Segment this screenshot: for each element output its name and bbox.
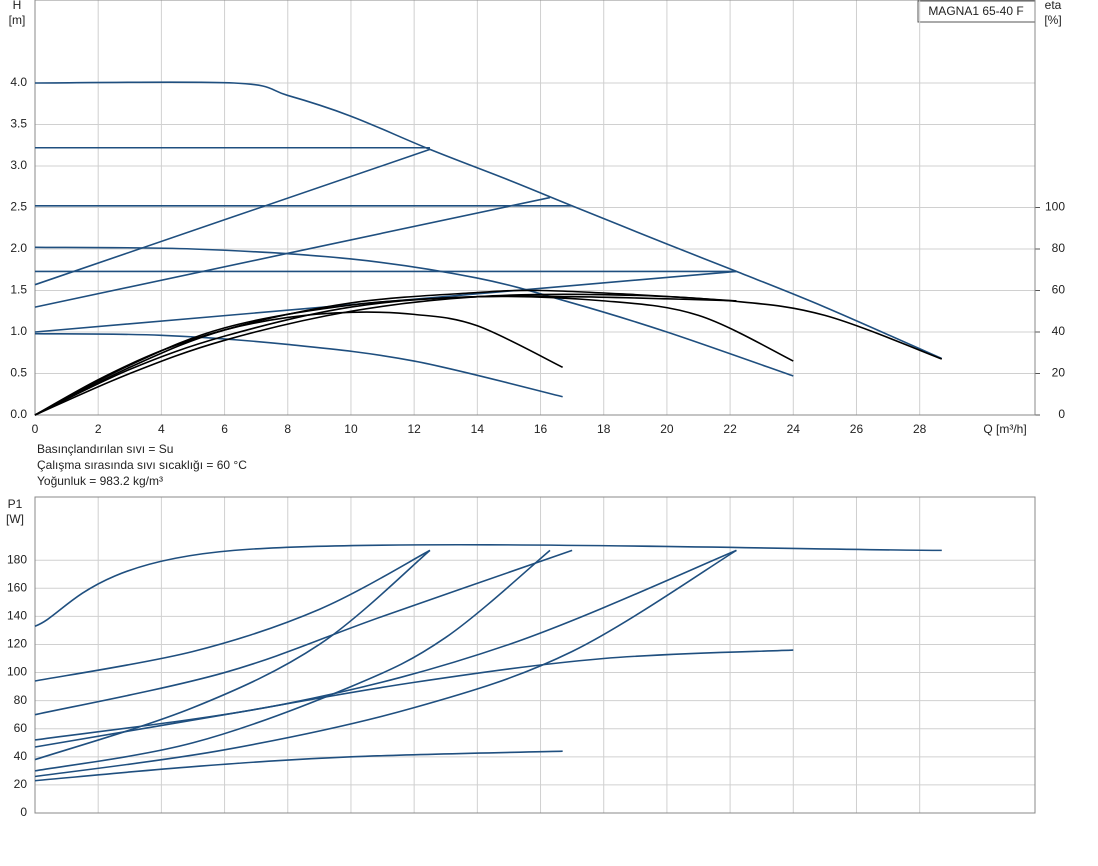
curve: [34, 81, 943, 360]
annotation: Çalışma sırasında sıvı sıcaklığı = 60 °C: [37, 458, 247, 472]
y-axis-unit: [m]: [9, 13, 26, 27]
curve: [34, 148, 431, 286]
y-tick-label: 180: [7, 552, 27, 566]
x-tick-label: 4: [158, 422, 165, 436]
y2-axis-unit: [%]: [1044, 13, 1061, 27]
y-axis-unit: [W]: [6, 512, 24, 526]
y-axis-label: H: [13, 0, 22, 12]
x-tick-label: 8: [284, 422, 291, 436]
y2-tick-label: 100: [1045, 200, 1065, 214]
y-tick-label: 160: [7, 580, 27, 594]
y-tick-label: 20: [14, 777, 28, 791]
x-tick-label: 16: [534, 422, 548, 436]
y2-tick-label: 0: [1058, 407, 1065, 421]
curve: [34, 549, 737, 741]
chart-title: MAGNA1 65-40 F: [928, 4, 1023, 18]
x-tick-label: 2: [95, 422, 102, 436]
y-tick-label: 100: [7, 665, 27, 679]
y-tick-label: 0.0: [10, 407, 27, 421]
y2-tick-label: 40: [1052, 324, 1066, 338]
y-tick-label: 4.0: [10, 75, 27, 89]
curve: [34, 293, 943, 416]
y-tick-label: 60: [14, 721, 28, 735]
curve: [34, 750, 563, 782]
curve: [34, 311, 563, 416]
y2-tick-label: 60: [1052, 283, 1066, 297]
y-tick-label: 1.0: [10, 324, 27, 338]
y-tick-label: 40: [14, 749, 28, 763]
curve: [34, 549, 431, 682]
curve: [34, 246, 794, 377]
curve: [34, 543, 942, 627]
y2-tick-label: 20: [1052, 366, 1066, 380]
y-tick-label: 1.5: [10, 283, 27, 297]
plot-frame: [34, 0, 1036, 416]
x-tick-label: 14: [471, 422, 485, 436]
annotation: Yoğunluk = 983.2 kg/m³: [37, 474, 163, 488]
curve: [34, 332, 563, 398]
curve: [34, 289, 737, 416]
y-tick-label: 3.5: [10, 117, 27, 131]
y-tick-label: 2.5: [10, 200, 27, 214]
y-tick-label: 80: [14, 693, 28, 707]
x-tick-label: 20: [660, 422, 674, 436]
x-tick-label: 26: [850, 422, 864, 436]
curve: [34, 549, 431, 761]
y-tick-label: 0.5: [10, 366, 27, 380]
y-tick-label: 3.0: [10, 158, 27, 172]
y-axis-label: P1: [8, 497, 23, 511]
y-tick-label: 120: [7, 637, 27, 651]
x-tick-label: 10: [344, 422, 358, 436]
curve: [34, 549, 551, 772]
y-tick-label: 0: [20, 805, 27, 819]
x-tick-label: 18: [597, 422, 611, 436]
x-tick-label: 6: [221, 422, 228, 436]
x-tick-label: 22: [723, 422, 737, 436]
y-tick-label: 140: [7, 609, 27, 623]
x-tick-label: 28: [913, 422, 927, 436]
x-axis-label: Q [m³/h]: [983, 422, 1026, 436]
annotation: Basınçlandırılan sıvı = Su: [37, 442, 173, 456]
curve: [34, 549, 573, 716]
plot-frame: [34, 496, 1036, 814]
y2-tick-label: 80: [1052, 241, 1066, 255]
curve: [34, 549, 737, 778]
x-tick-label: 12: [407, 422, 421, 436]
curve: [34, 295, 737, 416]
y2-axis-label: eta: [1045, 0, 1062, 12]
curve: [34, 649, 794, 748]
x-tick-label: 0: [32, 422, 39, 436]
x-tick-label: 24: [787, 422, 801, 436]
y-tick-label: 2.0: [10, 241, 27, 255]
curve: [34, 196, 551, 308]
